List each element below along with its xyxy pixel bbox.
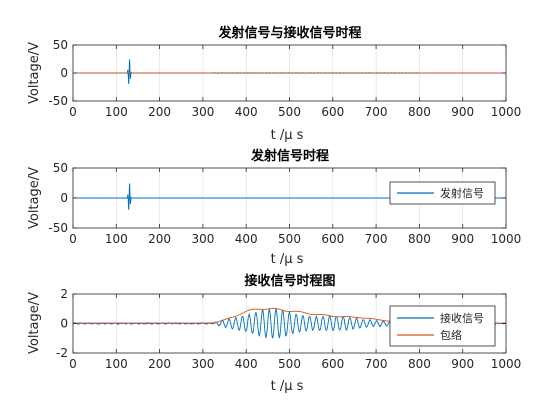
x-tick-label: 100 [105,105,128,119]
x-tick-label: 700 [365,232,388,246]
subplot-3-title: 接收信号时程图 [244,273,335,289]
legend-label-envelope: 包络 [440,328,462,342]
subplot-1-ylabel: Voltage/V [27,42,42,104]
y-tick-label: 0 [60,66,68,80]
subplot-3-ticks: 0 100 200 300 400 500 600 700 800 900 1000-202 [56,287,521,371]
x-tick-label: 900 [451,232,474,246]
x-tick-label: 0 [69,105,77,119]
x-tick-label: 300 [191,357,214,371]
y-tick-label: 0 [60,191,68,205]
x-tick-label: 1000 [491,232,522,246]
x-tick-label: 100 [105,357,128,371]
x-tick-label: 900 [451,105,474,119]
x-tick-label: 300 [191,105,214,119]
x-tick-label: 400 [235,232,258,246]
x-tick-label: 400 [235,357,258,371]
x-tick-label: 500 [278,232,301,246]
x-tick-label: 500 [278,357,301,371]
x-tick-label: 200 [148,357,171,371]
subplot-2-series [73,183,506,210]
x-tick-label: 0 [69,232,77,246]
subplot-2-title: 发射信号时程 [250,148,329,164]
legend-box [389,305,496,347]
subplot-2-ylabel: Voltage/V [27,167,42,229]
subplot-1-title: 发射信号与接收信号时程 [217,25,361,41]
x-tick-label: 700 [365,105,388,119]
x-tick-label: 500 [278,105,301,119]
x-tick-label: 400 [235,105,258,119]
x-tick-label: 1000 [491,357,522,371]
y-tick-label: 50 [53,161,68,175]
subplot-2-xlabel: t /μ s [271,252,304,267]
subplot-1-xlabel: t /μ s [271,128,304,143]
x-tick-label: 1000 [491,105,522,119]
y-tick-label: -50 [48,94,68,108]
y-tick-label: 0 [60,317,68,331]
x-tick-label: 600 [321,105,344,119]
subplot-2-legend: 发射信号 [389,181,496,205]
x-tick-label: 100 [105,232,128,246]
series-line-receive_raw [72,72,506,74]
subplot-3: 接收信号时程图 0 100 200 300 400 500 600 700 800 900 1000… [27,273,521,394]
x-tick-label: 800 [408,105,431,119]
subplot-2: 发射信号时程 0 100 200 300 400 500 600 700 800 900 1000-… [27,148,521,267]
x-tick-label: 900 [451,357,474,371]
x-tick-label: 800 [408,232,431,246]
subplot-3-xlabel: t /μ s [271,379,304,394]
x-tick-label: 600 [321,357,344,371]
x-tick-label: 800 [408,357,431,371]
subplot-1: 发射信号与接收信号时程 0 100 200 300 400 500 600 700 800 900… [27,25,521,143]
x-tick-label: 200 [148,105,171,119]
x-tick-label: 700 [365,357,388,371]
legend-label-emit: 发射信号 [440,186,484,200]
legend-label-receive: 接收信号 [440,311,484,325]
x-tick-label: 200 [148,232,171,246]
subplot-3-ylabel: Voltage/V [27,292,42,354]
legend-box [389,181,496,205]
y-tick-label: 50 [53,38,68,52]
x-tick-label: 0 [69,357,77,371]
y-tick-label: -50 [48,221,68,235]
y-tick-label: 2 [60,287,68,301]
series-line-emit [73,183,506,210]
x-tick-label: 600 [321,232,344,246]
subplot-3-legend: 接收信号 包络 [389,305,496,347]
subplot-1-series [72,59,506,85]
x-tick-label: 300 [191,232,214,246]
y-tick-label: -2 [56,346,68,360]
